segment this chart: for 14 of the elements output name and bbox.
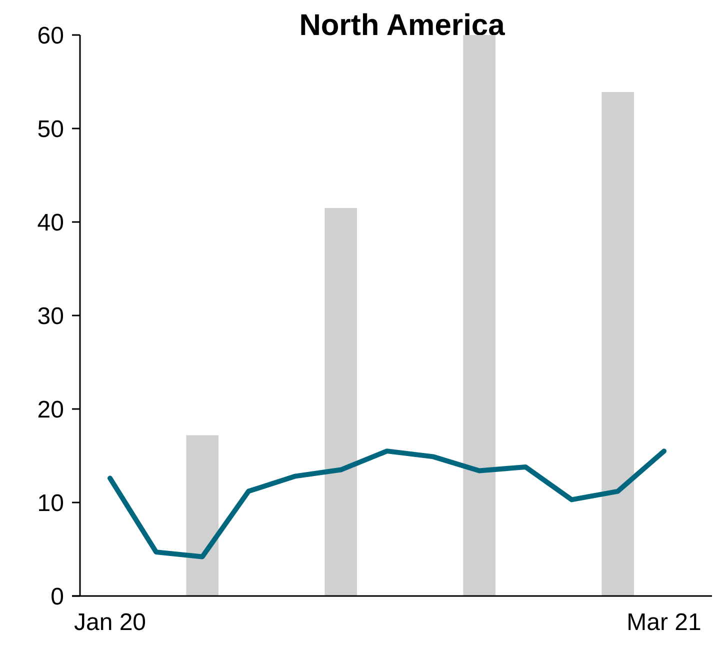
y-tick-label: 20 [37, 396, 64, 424]
bar [602, 92, 634, 596]
bar [186, 435, 218, 596]
y-tick-label: 60 [37, 22, 64, 50]
x-tick-label: Jan 20 [74, 609, 146, 636]
y-tick-label: 0 [50, 583, 64, 610]
y-tick-label: 40 [37, 209, 64, 236]
chart-title: North America [299, 9, 506, 42]
bar [463, 35, 496, 596]
y-tick-label: 10 [37, 490, 64, 517]
y-tick-label: 50 [37, 116, 64, 143]
bar [324, 208, 357, 596]
y-tick-label: 30 [37, 302, 64, 330]
x-tick-label: Mar 21 [626, 609, 702, 636]
